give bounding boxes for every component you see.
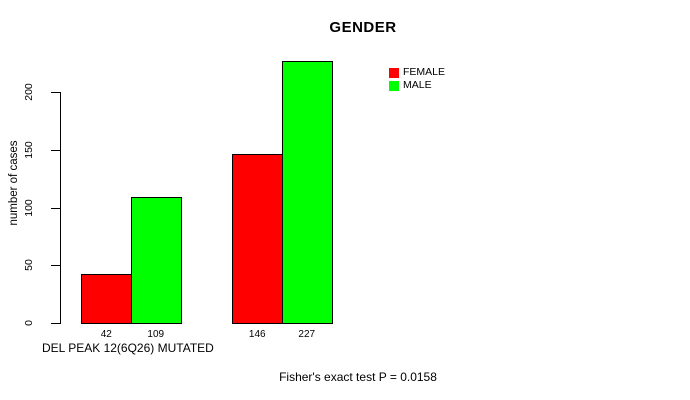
bar-female-group1 [81, 274, 132, 324]
fisher-test-annotation: Fisher's exact test P = 0.0158 [279, 370, 437, 384]
bar-value-label: 227 [298, 329, 316, 340]
bar-value-label: 146 [248, 329, 266, 340]
y-tick-mark [51, 149, 60, 151]
y-axis-line [60, 92, 61, 324]
male-color-swatch [389, 80, 399, 91]
bar-male-group2 [281, 60, 333, 324]
y-tick-mark [51, 92, 60, 93]
y-tick-label: 0 [23, 320, 35, 326]
y-tick-mark [51, 323, 60, 324]
y-tick-label: 200 [23, 83, 35, 101]
legend: FEMALE MALE [389, 66, 445, 92]
group1-label: DEL PEAK 12(6Q26) MUTATED [42, 341, 214, 355]
legend-label-female: FEMALE [403, 66, 446, 78]
bar-male-group1 [130, 197, 182, 324]
female-color-swatch [389, 67, 399, 78]
bar-value-label: 109 [147, 329, 165, 340]
legend-item-female: FEMALE [389, 66, 445, 79]
legend-label-male: MALE [403, 79, 432, 91]
chart-title: GENDER [329, 19, 397, 36]
y-tick-mark [51, 265, 60, 267]
y-tick-label: 50 [23, 259, 35, 272]
legend-item-male: MALE [389, 79, 445, 92]
bar-female-group2 [232, 154, 283, 324]
y-tick-label: 100 [23, 198, 35, 217]
y-tick-mark [51, 207, 60, 209]
bar-value-label: 42 [100, 329, 112, 340]
y-tick-label: 150 [23, 140, 35, 159]
